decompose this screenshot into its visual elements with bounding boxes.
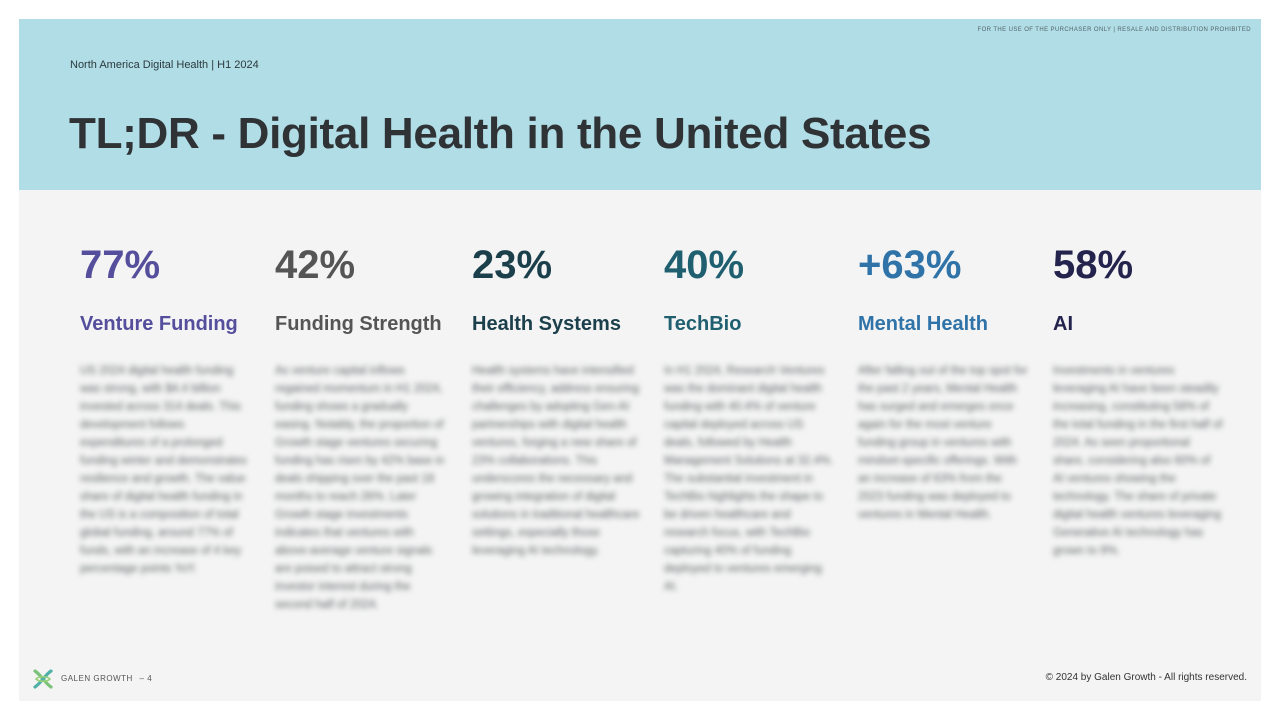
stat-description: After falling out of the top spot for th… [858, 365, 1028, 521]
stat-label: Venture Funding [80, 313, 238, 335]
stat-ai: 58% AI Investments in ventures leveragin… [1053, 241, 1233, 560]
page-number: – 4 [139, 674, 153, 683]
stat-label: Health Systems [472, 313, 621, 335]
stat-label: Funding Strength [275, 313, 442, 335]
stat-description: In H1 2024, Research Ventures was the do… [664, 365, 834, 593]
stat-description: US 2024 digital health funding was stron… [80, 365, 247, 575]
stat-value: 23% [472, 243, 553, 287]
brand-name: GALEN GROWTH [61, 674, 133, 683]
stat-value: +63% [858, 243, 962, 287]
stat-value: 77% [80, 243, 161, 287]
stat-label: AI [1053, 313, 1073, 335]
stat-funding-strength: 42% Funding Strength As venture capital … [275, 241, 455, 614]
stat-label: Mental Health [858, 313, 989, 335]
stat-description: Health systems have intensified their ef… [472, 365, 640, 557]
disclaimer-text: FOR THE USE OF THE PURCHASER ONLY | RESA… [977, 27, 1251, 33]
stat-mental-health: +63% Mental Health After falling out of … [858, 241, 1038, 524]
galen-growth-logo-icon [31, 667, 55, 691]
stat-value: 42% [275, 243, 356, 287]
footer-brand: GALEN GROWTH – 4 [61, 674, 152, 683]
header-banner: FOR THE USE OF THE PURCHASER ONLY | RESA… [19, 19, 1261, 190]
stat-description: Investments in ventures leveraging AI ha… [1053, 365, 1223, 557]
stat-value: 58% [1053, 243, 1134, 287]
page-title: TL;DR - Digital Health in the United Sta… [69, 109, 932, 158]
stat-venture-funding: 77% Venture Funding US 2024 digital heal… [80, 241, 260, 578]
stat-techbio: 40% TechBio In H1 2024, Research Venture… [664, 241, 844, 596]
stat-value: 40% [664, 243, 745, 287]
slide: FOR THE USE OF THE PURCHASER ONLY | RESA… [19, 19, 1261, 701]
stat-health-systems: 23% Health Systems Health systems have i… [472, 241, 652, 560]
copyright-text: © 2024 by Galen Growth - All rights rese… [1045, 672, 1247, 683]
stat-label: TechBio [664, 313, 742, 335]
stat-description: As venture capital inflows regained mome… [275, 365, 445, 611]
report-subtitle: North America Digital Health | H1 2024 [70, 59, 259, 71]
